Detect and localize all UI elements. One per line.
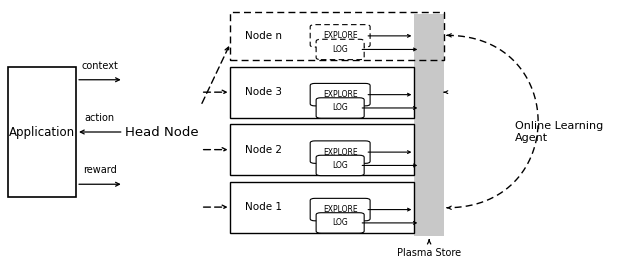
Text: LOG: LOG bbox=[332, 161, 348, 170]
Text: LOG: LOG bbox=[332, 103, 348, 112]
Text: EXPLORE: EXPLORE bbox=[323, 90, 358, 99]
Text: context: context bbox=[81, 61, 118, 70]
Bar bbox=[414, 15, 444, 237]
Text: Node n: Node n bbox=[246, 31, 282, 41]
Text: Node 1: Node 1 bbox=[246, 202, 282, 212]
FancyBboxPatch shape bbox=[310, 83, 370, 106]
Text: Head Node: Head Node bbox=[125, 125, 199, 139]
Text: Online Learning
Agent: Online Learning Agent bbox=[515, 121, 603, 143]
Text: Plasma Store: Plasma Store bbox=[397, 248, 461, 258]
FancyBboxPatch shape bbox=[316, 155, 364, 176]
FancyBboxPatch shape bbox=[316, 39, 364, 60]
FancyBboxPatch shape bbox=[310, 141, 370, 163]
FancyBboxPatch shape bbox=[310, 25, 370, 47]
Text: LOG: LOG bbox=[332, 45, 348, 54]
FancyBboxPatch shape bbox=[316, 98, 364, 118]
Text: EXPLORE: EXPLORE bbox=[323, 31, 358, 40]
Text: LOG: LOG bbox=[332, 218, 348, 227]
Text: Node 2: Node 2 bbox=[246, 145, 282, 155]
Text: action: action bbox=[85, 113, 115, 123]
Text: Application: Application bbox=[9, 125, 75, 139]
Text: reward: reward bbox=[83, 165, 117, 175]
FancyBboxPatch shape bbox=[310, 198, 370, 221]
Text: EXPLORE: EXPLORE bbox=[323, 205, 358, 214]
FancyBboxPatch shape bbox=[316, 213, 364, 233]
Text: Node 3: Node 3 bbox=[246, 87, 282, 97]
Text: EXPLORE: EXPLORE bbox=[323, 148, 358, 157]
